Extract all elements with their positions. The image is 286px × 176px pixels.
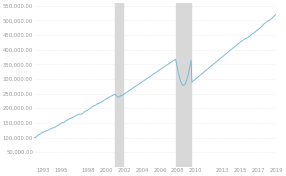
Bar xyxy=(176,3,191,167)
Bar xyxy=(115,3,123,167)
